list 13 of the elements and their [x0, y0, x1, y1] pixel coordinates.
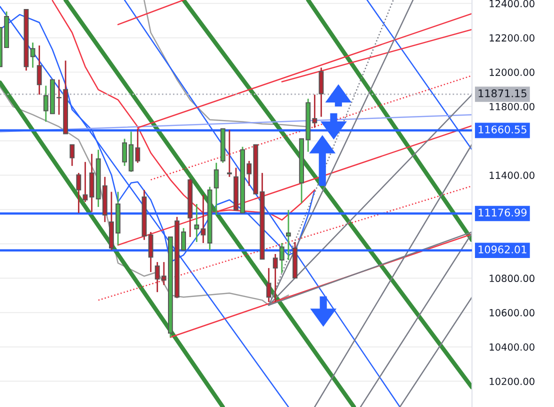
ref-line-label: 11660.55 [478, 126, 526, 134]
ref-line-label: 11871.15 [478, 89, 526, 98]
ref-line-label: 11176.99 [478, 208, 527, 216]
y-tick-label: 12000.00 [490, 68, 534, 76]
y-tick-label: 10600.00 [490, 309, 534, 316]
y-tick-label: 10200.00 [490, 378, 534, 386]
y-tick-label: 11800.00 [490, 102, 534, 110]
y-tick-label: 10800.00 [490, 274, 534, 282]
ref-line-label: 10962.01 [478, 246, 526, 254]
y-tick-label: 11400.00 [490, 172, 534, 179]
y-tick-label: 12400.00 [490, 0, 534, 8]
y-tick-label: 10400.00 [490, 343, 534, 351]
y-tick-label: 12200.00 [490, 34, 534, 42]
